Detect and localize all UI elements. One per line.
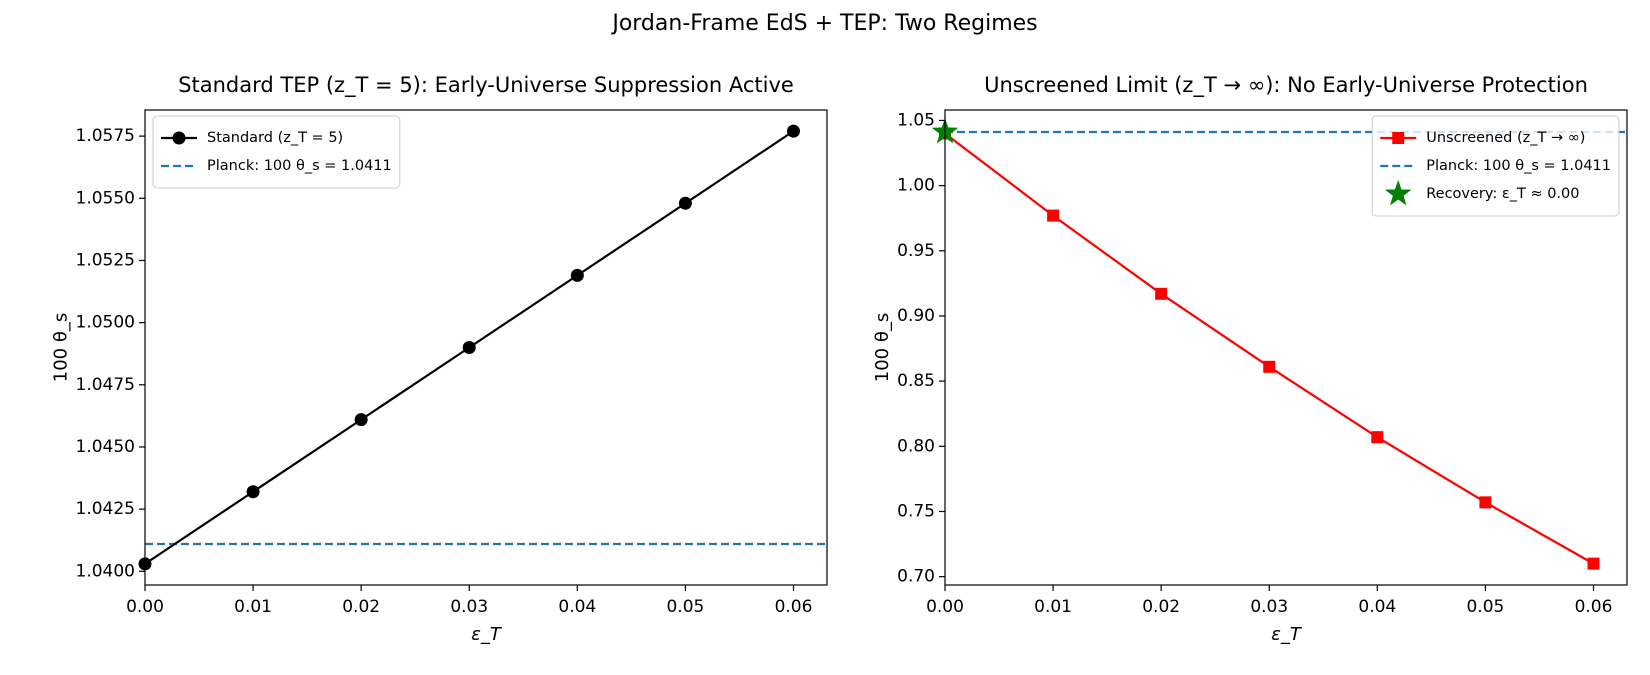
legend-box — [152, 115, 401, 189]
x-tick-label: 0.02 — [1142, 597, 1180, 617]
legend-marker — [1384, 180, 1412, 206]
y-tick-label: 1.0450 — [76, 437, 135, 457]
x-tick-label: 0.01 — [234, 597, 272, 617]
x-tick-label: 0.03 — [1250, 597, 1288, 617]
plot-frame — [944, 109, 1628, 586]
subplot-title: Unscreened Limit (z_T → ∞): No Early-Uni… — [984, 73, 1588, 98]
y-axis-label: 100 θ_s — [872, 313, 893, 382]
y-tick-label: 1.0475 — [76, 375, 135, 395]
x-tick-label: 0.05 — [666, 597, 704, 617]
y-tick-label: 0.95 — [897, 241, 935, 261]
legend-label: Unscreened (z_T → ∞) — [1426, 130, 1585, 146]
y-tick-label: 1.0525 — [76, 250, 135, 270]
marker — [786, 124, 800, 138]
y-tick-label: 0.70 — [897, 567, 935, 587]
marker — [1479, 496, 1492, 509]
marker — [1155, 287, 1168, 300]
y-tick-label: 1.0500 — [76, 313, 135, 333]
y-tick-label: 1.0575 — [76, 126, 135, 146]
y-tick-label: 0.90 — [897, 306, 935, 326]
figure-title: Jordan-Frame EdS + TEP: Two Regimes — [610, 11, 1037, 36]
marker — [1047, 209, 1060, 222]
x-tick-label: 0.03 — [450, 597, 488, 617]
x-tick-label: 0.02 — [342, 597, 380, 617]
legend: Unscreened (z_T → ∞) Planck: 100 θ_s = 1.… — [1371, 115, 1620, 217]
x-tick-label: 0.05 — [1466, 597, 1504, 617]
y-tick-label: 0.75 — [897, 501, 935, 521]
x-tick-label: 0.01 — [1034, 597, 1072, 617]
marker — [570, 268, 584, 282]
x-tick-label: 0.06 — [775, 597, 813, 617]
marker — [354, 413, 368, 427]
legend-label: Standard (z_T = 5) — [207, 130, 343, 146]
y-tick-label: 0.80 — [897, 436, 935, 456]
x-tick-label: 0.00 — [926, 597, 964, 617]
y-tick-label: 1.0550 — [76, 188, 135, 208]
y-tick-label: 1.05 — [897, 110, 935, 130]
marker — [462, 341, 476, 354]
legend-label: Planck: 100 θ_s = 1.0411 — [207, 158, 392, 174]
x-axis-label: ε_T — [1271, 624, 1303, 645]
x-tick-label: 0.04 — [1358, 597, 1396, 617]
x-tick-label: 0.06 — [1575, 597, 1613, 617]
marker — [1587, 557, 1600, 570]
legend-marker — [1392, 132, 1405, 144]
y-tick-label: 1.0400 — [76, 561, 135, 581]
x-tick-label: 0.04 — [558, 597, 596, 617]
y-axis-label: 100 θ_s — [51, 313, 72, 382]
plot-frame — [144, 109, 828, 586]
legend: Standard (z_T = 5) Planck: 100 θ_s = 1.04… — [152, 115, 401, 189]
legend-marker — [172, 131, 186, 145]
legend-box — [1371, 115, 1620, 217]
x-axis-label: ε_T — [471, 624, 503, 645]
y-tick-label: 1.0425 — [76, 499, 135, 519]
marker — [678, 196, 692, 210]
marker — [246, 485, 260, 499]
y-tick-label: 0.85 — [897, 371, 935, 391]
x-tick-label: 0.00 — [126, 597, 164, 617]
marker — [1371, 431, 1384, 444]
marker — [1263, 360, 1276, 373]
legend-label: Planck: 100 θ_s = 1.0411 — [1426, 158, 1611, 174]
y-tick-label: 1.00 — [897, 176, 935, 196]
legend-label: Recovery: ε_T ≈ 0.00 — [1426, 186, 1579, 202]
subplot-title: Standard TEP (z_T = 5): Early-Universe S… — [178, 73, 794, 98]
